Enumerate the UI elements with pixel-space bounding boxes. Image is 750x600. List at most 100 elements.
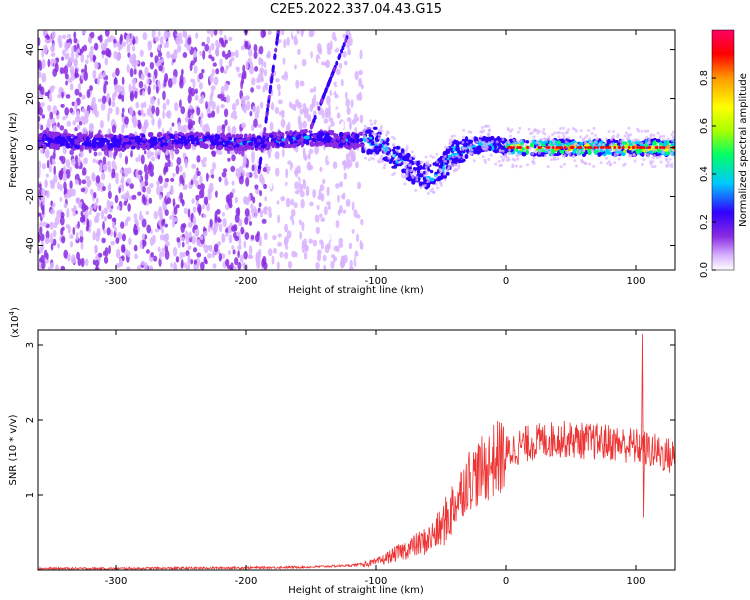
heatmap-cell <box>300 198 305 209</box>
heatmap-cell <box>306 30 309 38</box>
heatmap-cell <box>72 211 77 217</box>
heatmap-cell <box>251 164 255 172</box>
heatmap-cell <box>95 159 99 164</box>
heatmap-y-tick-label: -40 <box>25 237 36 253</box>
heatmap-cell <box>672 149 675 153</box>
heatmap-cell <box>76 145 81 149</box>
heatmap-cell <box>561 126 565 130</box>
heatmap-cell <box>92 54 96 63</box>
heatmap-cell <box>258 248 262 258</box>
heatmap-cell <box>592 126 596 130</box>
heatmap-cell <box>320 193 325 202</box>
heatmap-cell <box>204 43 210 52</box>
heatmap-cell <box>207 113 213 118</box>
heatmap-cell <box>135 35 139 45</box>
heatmap-cell <box>161 247 165 258</box>
heatmap-cell <box>556 131 560 135</box>
heatmap-cell <box>269 134 274 138</box>
heatmap-cell <box>72 120 77 126</box>
heatmap-cell <box>358 137 364 142</box>
heatmap-cell <box>88 210 92 215</box>
heatmap-cell <box>209 135 215 140</box>
heatmap-cell <box>69 240 74 248</box>
snr-x-tick-label: -300 <box>105 576 128 587</box>
heatmap-cell <box>565 130 569 134</box>
colorbar-tick-label: 0.0 <box>699 262 710 278</box>
heatmap-cell <box>412 169 416 173</box>
heatmap-cell <box>211 56 215 62</box>
heatmap-cell <box>664 148 669 152</box>
heatmap-cell <box>210 42 215 51</box>
heatmap-cell <box>220 132 225 139</box>
heatmap-cell <box>97 151 103 156</box>
heatmap-cell <box>203 156 207 163</box>
heatmap-streak-cell <box>262 131 266 137</box>
heatmap-cell <box>348 120 352 131</box>
heatmap-cell <box>82 118 86 126</box>
heatmap-cell <box>216 104 220 115</box>
heatmap-cell <box>519 146 522 149</box>
heatmap-cell <box>647 154 651 158</box>
heatmap-streak-cell <box>331 71 335 77</box>
heatmap-cell <box>414 188 418 192</box>
heatmap-cell <box>165 241 170 247</box>
heatmap-cell <box>159 234 165 241</box>
heatmap-cell <box>161 219 165 227</box>
heatmap-cell <box>450 153 456 157</box>
heatmap-cell <box>420 170 424 174</box>
heatmap-cell <box>308 238 313 244</box>
heatmap-cell <box>99 119 104 129</box>
heatmap-cell <box>47 104 52 112</box>
heatmap-streak-cell <box>270 75 274 81</box>
heatmap-cell <box>259 67 265 74</box>
heatmap-cell <box>106 160 111 166</box>
heatmap-cell <box>279 166 285 173</box>
heatmap-cell <box>355 139 360 144</box>
heatmap-cell <box>593 140 597 144</box>
heatmap-cell <box>179 192 184 201</box>
heatmap-cell <box>171 139 175 145</box>
heatmap-cell <box>157 51 163 58</box>
heatmap-cell <box>228 36 233 42</box>
heatmap-cell <box>411 175 415 179</box>
heatmap-cell <box>285 168 289 179</box>
heatmap-cell <box>50 208 55 215</box>
heatmap-cell <box>475 140 479 144</box>
heatmap-cell <box>235 98 240 106</box>
heatmap-cell <box>497 159 501 163</box>
heatmap-cell <box>210 174 215 179</box>
heatmap-cell <box>550 153 554 157</box>
heatmap-cell <box>148 197 153 204</box>
heatmap-cell <box>623 162 627 166</box>
heatmap-cell <box>232 249 236 255</box>
heatmap-cell <box>52 160 56 165</box>
heatmap-cell <box>278 111 282 116</box>
heatmap-cell <box>105 47 111 57</box>
heatmap-cell <box>451 163 455 167</box>
heatmap-cell <box>326 201 331 206</box>
heatmap-cell <box>216 125 222 133</box>
heatmap-cell <box>140 73 145 81</box>
heatmap-cell <box>137 191 142 196</box>
heatmap-cell <box>538 146 542 149</box>
heatmap-cell <box>236 143 240 148</box>
heatmap-cell <box>532 156 536 160</box>
heatmap-cell <box>251 77 256 86</box>
heatmap-cell <box>115 40 121 47</box>
heatmap-cell <box>419 172 424 178</box>
heatmap-cell <box>59 125 65 131</box>
heatmap-cell <box>409 168 413 172</box>
heatmap-cell <box>573 159 577 163</box>
heatmap-cell <box>105 139 111 144</box>
heatmap-cell <box>196 238 201 247</box>
heatmap-cell <box>204 259 208 265</box>
heatmap-cell <box>79 144 84 151</box>
heatmap-cell <box>172 217 178 223</box>
heatmap-cell <box>75 197 81 205</box>
heatmap-cell <box>52 202 56 208</box>
heatmap-cell <box>281 138 286 142</box>
heatmap-cell <box>658 154 662 158</box>
heatmap-cell <box>209 145 215 150</box>
heatmap-cell <box>124 155 129 165</box>
heatmap-cell <box>303 251 308 260</box>
